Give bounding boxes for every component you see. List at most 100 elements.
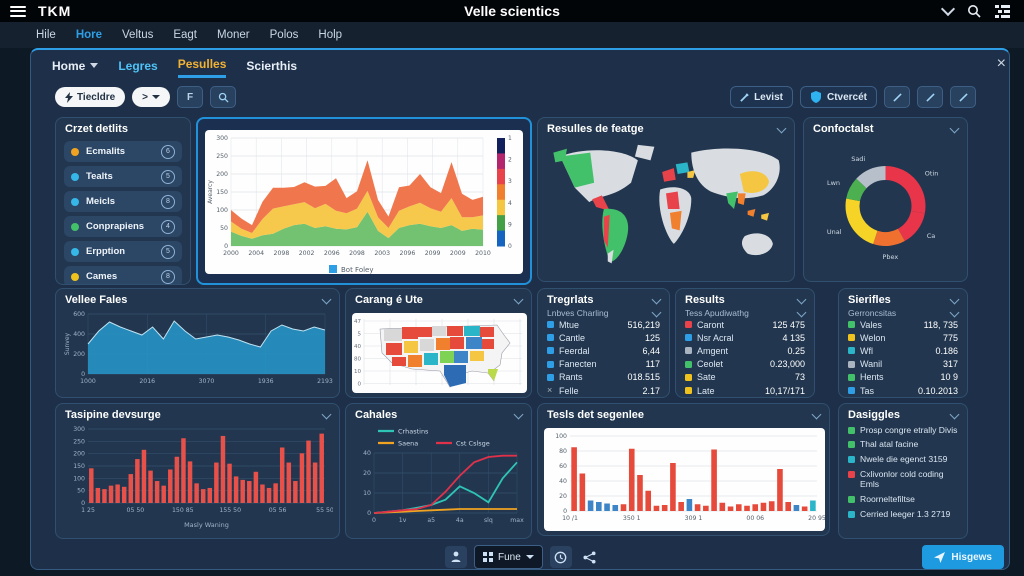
stat-value: 516,219 (627, 319, 660, 330)
svg-text:100: 100 (73, 475, 85, 482)
fune-dropdown[interactable]: Fune (474, 545, 543, 569)
sidebar-item-erpption[interactable]: Erpption 5 (64, 241, 182, 262)
sidebar-item-cames[interactable]: Cames 8 (64, 266, 182, 284)
svg-text:2098: 2098 (349, 250, 365, 257)
bottom-bar: Fune Hisgews (0, 543, 1024, 571)
panel-sierifles: Sierifles Gerroncsitas Vales 118, 735 Welon 7… (838, 288, 968, 398)
chevron-down-icon[interactable] (811, 409, 822, 419)
history-button[interactable] (549, 546, 572, 568)
chevron-down-icon[interactable] (949, 294, 960, 304)
search-icon[interactable] (967, 4, 981, 18)
menu-item-veltus[interactable]: Veltus (122, 29, 154, 41)
panel-title: Resulles de featge (547, 123, 644, 135)
levist-button[interactable]: Levist (730, 86, 793, 108)
search-button[interactable] (210, 86, 237, 108)
item-dot-icon (71, 147, 79, 156)
menu-item-eagt[interactable]: Eagt (173, 29, 198, 41)
svg-text:40: 40 (363, 450, 371, 457)
user-button[interactable] (445, 546, 467, 568)
menu-item-holp[interactable]: Holp (318, 29, 343, 41)
chevron-down-icon[interactable] (949, 409, 960, 419)
cahales-line-chart: 40 20 10 0 0 1v a5 4a slq max Crhastins Saena Cst Cs… (352, 423, 527, 529)
stat-label: Vales (860, 319, 882, 330)
svg-text:0: 0 (224, 243, 228, 250)
list-settings-icon[interactable] (995, 4, 1010, 18)
panel-title: Sierifles (848, 294, 891, 306)
tab-pesulles[interactable]: Pesulles (177, 57, 227, 78)
pencil-icon (958, 92, 968, 102)
stat-icon (547, 334, 554, 342)
chevron-down-icon[interactable] (321, 409, 332, 419)
ctvercet-button[interactable]: Ctvercét (799, 86, 877, 108)
chevron-down-icon[interactable] (949, 123, 960, 133)
share-button[interactable] (579, 546, 601, 568)
svg-text:4: 4 (508, 200, 512, 207)
svg-text:20: 20 (559, 493, 567, 500)
panel-tregrlats: Tregrlats Lnbves Charling Mtue 516,219 Cantl… (537, 288, 670, 398)
chevron-down-icon[interactable] (651, 294, 662, 304)
close-icon[interactable]: × (996, 55, 1006, 72)
stat-row: Sate 73 (676, 371, 814, 384)
svg-text:309 1: 309 1 (685, 515, 703, 522)
tab-legres[interactable]: Legres (118, 58, 158, 73)
stat-row: Wanil 317 (839, 358, 967, 371)
stat-icon (685, 373, 692, 381)
item-icon (848, 441, 855, 449)
item-dot-icon (71, 172, 79, 181)
chevron-down-icon[interactable] (949, 307, 960, 317)
tab-home[interactable]: Home (52, 59, 99, 77)
svg-text:250: 250 (73, 438, 85, 445)
chevron-down-icon (525, 555, 534, 559)
share-icon (583, 550, 596, 564)
chevron-down-icon[interactable] (776, 123, 787, 133)
sidebar-item-ecmalits[interactable]: Ecmalits 6 (64, 141, 182, 162)
stat-icon (685, 387, 692, 395)
svg-text:05 50: 05 50 (127, 507, 145, 514)
svg-text:1936: 1936 (258, 378, 274, 385)
panel-title: Cahales (355, 409, 398, 421)
chevron-down-icon[interactable] (796, 294, 807, 304)
f-button[interactable]: F (177, 86, 204, 108)
sidebar-item-tealts[interactable]: Tealts 5 (64, 166, 182, 187)
chevron-down-icon[interactable] (321, 294, 332, 304)
stat-value: 2.17 (642, 385, 660, 396)
panel-cahales: Cahales 40 20 10 0 0 1v a5 4a slq max Crhastins Sae… (345, 403, 532, 539)
hisgews-button[interactable]: Hisgews (922, 545, 1004, 569)
menu-item-hore[interactable]: Hore (75, 29, 103, 41)
nav-dropdown-button[interactable]: > (132, 87, 171, 107)
hamburger-menu-icon[interactable] (10, 5, 26, 17)
tiecldre-button[interactable]: Tiecldre (55, 87, 126, 107)
stat-icon (547, 360, 554, 368)
item-badge: 5 (161, 244, 175, 259)
stat-label: Felle (559, 385, 579, 396)
chevron-down-icon[interactable] (796, 307, 807, 317)
menu-item-hile[interactable]: Hile (36, 29, 56, 41)
edit-button-2[interactable] (917, 86, 943, 108)
stat-row: Mtue 516,219 (538, 318, 669, 331)
stat-row: Rants 018.515 (538, 371, 669, 384)
chevron-down-icon[interactable] (940, 1, 956, 17)
item-icon (848, 471, 855, 479)
menu-item-polos[interactable]: Polos (269, 29, 299, 41)
sidebar-item-meicls[interactable]: Meicls 8 (64, 191, 182, 212)
svg-text:80: 80 (354, 357, 361, 363)
stat-icon (547, 321, 554, 329)
panel-title: Confoctalst (813, 123, 874, 135)
svg-text:10 /1: 10 /1 (562, 515, 578, 522)
svg-text:1: 1 (508, 135, 512, 142)
svg-text:2009: 2009 (450, 250, 466, 257)
chevron-down-icon[interactable] (513, 409, 524, 419)
edit-button-3[interactable] (950, 86, 976, 108)
stat-value: 0.23,000 (769, 359, 805, 370)
tab-scierthis[interactable]: Scierthis (246, 58, 298, 73)
sidebar-item-conprapiens[interactable]: Conprapiens 4 (64, 216, 182, 237)
svg-text:150: 150 (216, 189, 228, 196)
svg-text:200: 200 (216, 171, 228, 178)
stat-label: Ceolet (697, 359, 724, 370)
menu-item-moner[interactable]: Moner (217, 29, 250, 41)
panel-subtitle: Lnbves Charling (547, 308, 609, 318)
chevron-down-icon[interactable] (513, 294, 524, 304)
stat-label: Fanecten (559, 359, 597, 370)
chevron-down-icon[interactable] (651, 307, 662, 317)
edit-button-1[interactable] (884, 86, 910, 108)
